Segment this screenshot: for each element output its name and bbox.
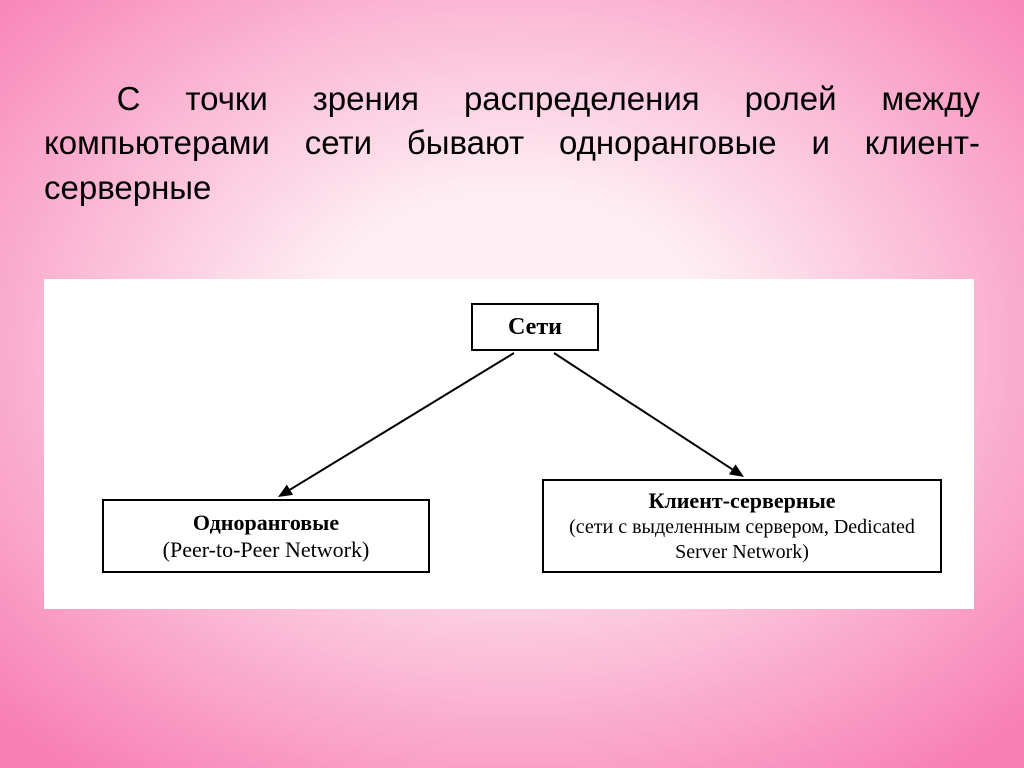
edge-root-client_server xyxy=(554,353,744,477)
diagram-panel: Сети Одноранговые(Peer-to-Peer Network) Кл… xyxy=(44,279,974,609)
node-client_server-subtitle: (сети с выделенным сервером, Dedicated S… xyxy=(544,515,940,565)
node-root: Сети xyxy=(471,303,599,351)
node-client_server-title: Клиент-серверные xyxy=(648,487,835,515)
node-client_server: Клиент-серверные(сети с выделенным серве… xyxy=(542,479,942,573)
node-root-title: Сети xyxy=(508,312,562,342)
heading-text-content: С точки зрения распределения ролей между… xyxy=(44,80,980,206)
node-peer: Одноранговые(Peer-to-Peer Network) xyxy=(102,499,430,573)
node-peer-subtitle: (Peer-to-Peer Network) xyxy=(163,536,370,564)
heading-text: С точки зрения распределения ролей между… xyxy=(44,32,980,210)
slide: С точки зрения распределения ролей между… xyxy=(0,0,1024,768)
edge-root-peer xyxy=(278,353,514,497)
node-peer-title: Одноранговые xyxy=(193,509,339,537)
